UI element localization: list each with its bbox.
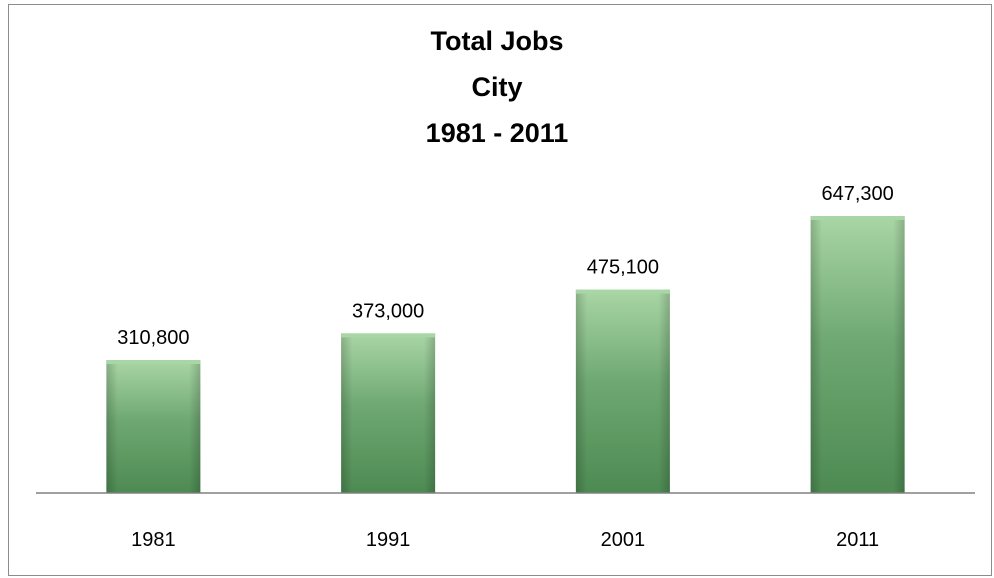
x-tick-label-2001: 2001 [601,529,646,551]
x-tick-label-1991: 1991 [366,529,411,551]
bar-cap [575,289,670,294]
bar-2001 [575,289,670,493]
bar-cap [106,359,201,364]
bar-1981 [106,359,201,493]
bar-1991 [341,333,436,493]
data-label-2011: 647,300 [821,183,893,205]
bar-cap [341,333,436,338]
data-label-2001: 475,100 [587,257,659,279]
chart-title-line-2: City [471,72,523,102]
data-label-1981: 310,800 [117,327,189,349]
x-tick-label-1981: 1981 [131,529,176,551]
bar-shade [575,289,670,493]
bar-shade [106,359,201,493]
chart-title-line-3: 1981 - 2011 [425,118,569,148]
bar-shade [341,333,436,493]
data-label-1991: 373,000 [352,300,424,322]
bar-shade [810,216,905,493]
bar-cap [810,216,905,220]
x-tick-label-2011: 2011 [836,529,879,551]
bar-2011 [810,216,905,493]
chart-title-line-1: Total Jobs [430,26,564,56]
